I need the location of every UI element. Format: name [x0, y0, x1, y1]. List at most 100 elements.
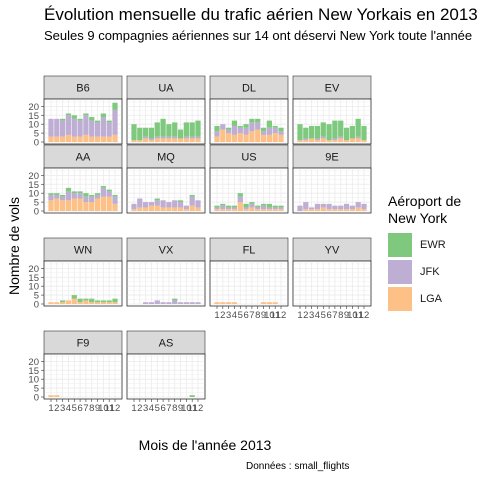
facet-border-us: [209, 167, 289, 214]
bar-us-lga-m7: [249, 207, 255, 211]
chart-caption: Données : small_flights: [246, 461, 350, 472]
bar-ua-jfk-m12: [195, 136, 201, 139]
bar-us-lga-m11: [272, 209, 278, 211]
bar-b6-jfk-m3: [60, 120, 66, 137]
y-tick-label: 0: [34, 393, 39, 404]
y-tick-label: 0: [34, 207, 39, 218]
bar-wn-ewr-m8: [89, 298, 95, 303]
bar-dl-lga-m4: [231, 134, 238, 142]
facet-label-ua: UA: [158, 83, 174, 95]
bar-mq-lga-m8: [172, 207, 178, 211]
facet-label-dl: DL: [242, 83, 256, 95]
bar-us-jfk-m9: [260, 205, 267, 210]
bar-aa-jfk-m10: [100, 187, 106, 197]
bar-ua-lga-m2: [137, 140, 143, 142]
bar-dl-lga-m5: [237, 133, 243, 142]
bar-ev-lga-m12: [361, 140, 367, 142]
facet-border-fl: [209, 260, 289, 307]
bar-9e-lga-m12: [361, 209, 367, 211]
bar-aa-ewr-m2: [54, 193, 60, 195]
bar-dl-ewr-m7: [249, 118, 255, 123]
bar-wn-ewr-m6: [77, 298, 83, 303]
bar-wn-ewr-m5: [71, 295, 77, 299]
facet-border-9e: [292, 167, 372, 214]
bar-wn-lga-m12: [112, 302, 118, 304]
bar-ev-ewr-m4: [314, 125, 321, 139]
bar-9e-jfk-m8: [338, 205, 344, 210]
bar-ev-ewr-m5: [320, 122, 326, 137]
bar-wn-lga-m9: [94, 302, 101, 304]
facet-label-wn: WN: [74, 245, 92, 257]
y-tick-label: 5: [34, 129, 39, 140]
bar-vx-jfk-m10: [183, 302, 189, 304]
bar-b6-jfk-m7: [83, 115, 89, 135]
x-tick-label: 8: [172, 403, 177, 414]
x-tick-label: 11: [270, 310, 280, 321]
bar-b6-lga-m5: [71, 136, 77, 142]
bar-ev-lga-m7: [332, 140, 338, 142]
bar-9e-lga-m7: [332, 209, 338, 211]
bar-aa-lga-m7: [83, 202, 89, 211]
bar-wn-lga-m4: [65, 300, 72, 304]
bar-b6-ewr-m5: [71, 115, 77, 119]
facet-panel-vx: [126, 260, 206, 307]
x-tick-label: 4: [149, 403, 154, 414]
x-axis-title: Mois de l'année 2013: [139, 437, 272, 453]
bar-dl-lga-m6: [243, 134, 249, 142]
bar-ev-lga-m10: [349, 138, 355, 142]
bar-dl-ewr-m8: [255, 118, 261, 123]
bar-us-jfk-m10: [266, 207, 272, 210]
bar-aa-lga-m2: [54, 198, 60, 211]
bar-mq-jfk-m8: [172, 200, 178, 208]
bar-dl-jfk-m5: [237, 127, 243, 134]
bar-b6-jfk-m6: [77, 120, 83, 137]
facet-border-mq: [126, 167, 206, 214]
bar-us-lga-m10: [266, 209, 272, 211]
bar-mq-ewr-m9: [177, 200, 184, 203]
bar-9e-lga-m4: [314, 209, 321, 211]
bar-wn-ewr-m3: [60, 300, 66, 303]
bar-fl-lga-m2: [220, 302, 226, 304]
bar-us-lga-m6: [243, 209, 249, 211]
bar-ua-ewr-m3: [143, 127, 149, 137]
y-axis-title: Nombre de vols: [6, 197, 22, 295]
bar-mq-jfk-m3: [143, 202, 149, 208]
x-tick-label: 4: [315, 310, 320, 321]
bar-dl-ewr-m3: [226, 127, 232, 130]
facet-label-us: US: [241, 152, 256, 164]
bar-ua-jfk-m7: [166, 136, 172, 139]
bar-9e-jfk-m6: [326, 203, 332, 210]
bar-ua-ewr-m10: [183, 122, 189, 137]
y-tick-label: 20: [28, 102, 39, 113]
y-tick-label: 5: [34, 291, 39, 302]
legend: Aéroport de New York EWR JFK LGA: [388, 193, 478, 312]
bar-us-ewr-m11: [272, 205, 278, 208]
bar-aa-lga-m11: [106, 196, 112, 211]
y-tick-label: 5: [34, 198, 39, 209]
facet-label-mq: MQ: [157, 152, 175, 164]
bar-mq-jfk-m6: [160, 200, 166, 208]
bar-as-ewr-m11: [189, 395, 195, 397]
bar-fl-lga-m3: [226, 302, 232, 304]
bar-b6-lga-m11: [106, 136, 112, 142]
bar-us-ewr-m5: [237, 193, 243, 197]
bar-us-jfk-m4: [231, 207, 238, 210]
bar-ev-lga-m8: [338, 138, 344, 142]
bar-vx-jfk-m11: [189, 302, 195, 304]
legend-label-ewr: EWR: [420, 238, 446, 251]
bar-aa-lga-m6: [77, 198, 83, 211]
bar-wn-lga-m2: [54, 302, 60, 304]
bar-ua-ewr-m6: [160, 118, 166, 137]
bar-ua-ewr-m7: [166, 124, 172, 137]
bar-ua-jfk-m5: [154, 136, 160, 139]
bar-ev-ewr-m12: [361, 125, 367, 141]
bar-us-lga-m1: [214, 209, 220, 211]
bar-aa-lga-m12: [112, 203, 118, 211]
bar-9e-jfk-m4: [314, 203, 321, 210]
bar-us-jfk-m1: [214, 207, 220, 210]
bar-ev-ewr-m1: [297, 124, 303, 141]
bar-mq-jfk-m7: [166, 202, 172, 208]
bar-ua-lga-m12: [195, 138, 201, 142]
x-tick-label: 3: [226, 310, 231, 321]
bar-aa-jfk-m9: [94, 194, 101, 199]
